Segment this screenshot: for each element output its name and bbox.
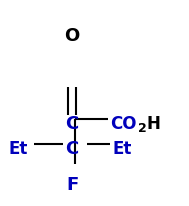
- Text: 2: 2: [138, 122, 147, 135]
- Text: C: C: [65, 115, 79, 132]
- Text: Et: Et: [8, 139, 27, 157]
- Text: O: O: [64, 27, 80, 45]
- Text: CO: CO: [110, 115, 136, 132]
- Text: H: H: [146, 115, 160, 132]
- Text: C: C: [65, 139, 79, 157]
- Text: Et: Et: [112, 139, 131, 157]
- Text: F: F: [66, 175, 78, 193]
